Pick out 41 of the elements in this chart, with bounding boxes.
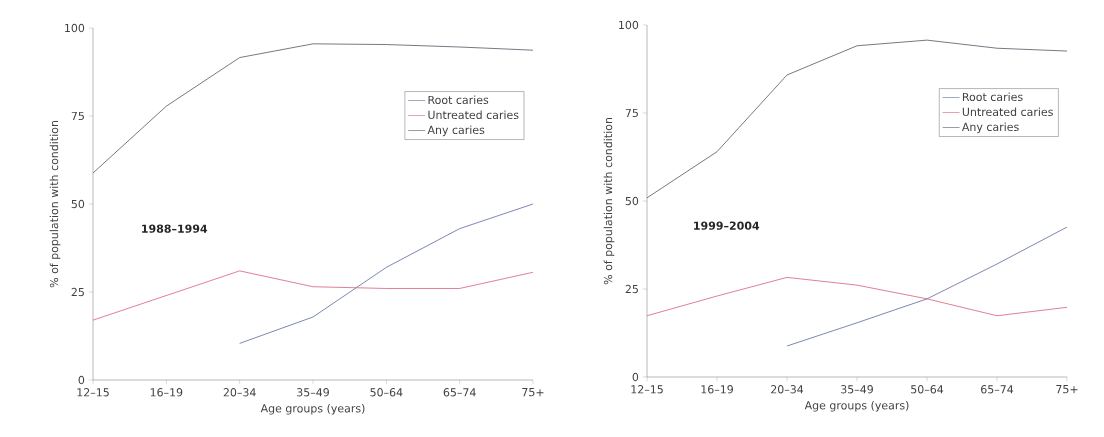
- y-tick-label: 25: [71, 287, 84, 297]
- y-tick-label: 0: [632, 372, 639, 382]
- line-series: [92, 43, 534, 174]
- x-tick-label: 20–34: [223, 388, 256, 397]
- x-axis-title: Age groups (years): [804, 400, 909, 412]
- x-tick-label: 16–19: [150, 388, 183, 397]
- y-tick-label: 100: [65, 23, 85, 33]
- x-tick-label: 50–64: [370, 388, 403, 397]
- legend-label: Untreated caries: [962, 107, 1053, 117]
- y-tick-label: 25: [625, 284, 638, 294]
- legend-label: Any caries: [427, 125, 485, 137]
- x-tick-label: 65–74: [981, 385, 1014, 394]
- x-tick-label: 75+: [1056, 385, 1078, 394]
- x-tick-label: 20–34: [771, 385, 804, 394]
- x-tick-label: 75+: [522, 388, 544, 397]
- y-tick-label: 75: [71, 111, 84, 121]
- legend-label: Root caries: [962, 92, 1023, 102]
- line-series: [646, 276, 1068, 317]
- line-series: [646, 39, 1068, 199]
- legend-label: Root caries: [428, 95, 489, 105]
- annotation: 1988–1994: [142, 224, 208, 233]
- x-tick-label: 12–15: [77, 388, 109, 397]
- line-series: [239, 203, 534, 344]
- x-axis-title: Age groups (years): [260, 403, 365, 415]
- y-tick-label: 50: [625, 196, 639, 206]
- y-tick-label: 75: [625, 108, 638, 118]
- x-tick-label: 65–74: [443, 388, 476, 397]
- y-tick-label: 50: [71, 199, 85, 209]
- x-tick-label: 16–19: [701, 385, 733, 394]
- y-tick-label: 0: [78, 375, 85, 385]
- line-series: [786, 226, 1068, 347]
- x-tick-label: 12–15: [631, 385, 663, 394]
- x-tick-label: 50–64: [911, 385, 944, 394]
- annotation: 1999–2004: [694, 221, 760, 230]
- x-tick-label: 35–49: [297, 388, 329, 397]
- y-tick-label: 100: [619, 20, 639, 30]
- x-tick-label: 35–49: [841, 385, 873, 394]
- legend-label: Any caries: [961, 122, 1019, 134]
- legend-label: Untreated caries: [428, 110, 519, 120]
- y-axis-title: % of population with condition: [49, 121, 61, 288]
- y-axis-title: % of population with condition: [603, 118, 615, 285]
